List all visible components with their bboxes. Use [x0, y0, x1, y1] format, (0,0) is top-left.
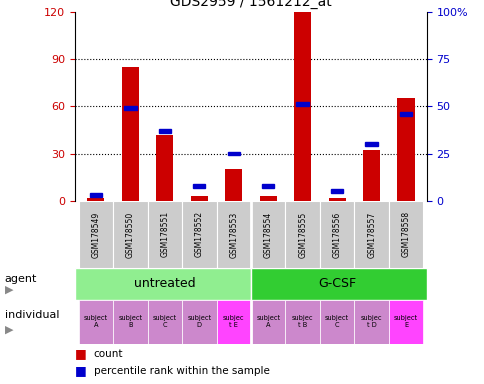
Text: GSM178558: GSM178558	[401, 211, 410, 258]
Text: ■: ■	[75, 348, 87, 361]
Bar	[330, 189, 343, 193]
Text: GSM178549: GSM178549	[91, 211, 100, 258]
Bar	[113, 201, 147, 268]
Text: subject
B: subject B	[118, 315, 142, 328]
Bar	[251, 201, 285, 268]
Bar	[261, 184, 274, 188]
Text: GSM178551: GSM178551	[160, 211, 169, 258]
Bar	[296, 102, 308, 106]
Bar	[78, 300, 113, 344]
Bar	[182, 201, 216, 268]
Bar	[397, 98, 414, 201]
Bar	[328, 198, 345, 201]
Text: G-CSF: G-CSF	[318, 277, 356, 290]
Text: GSM178550: GSM178550	[125, 211, 135, 258]
Text: untreated: untreated	[134, 277, 195, 290]
Bar	[124, 106, 136, 110]
Text: subjec
t E: subjec t E	[223, 315, 244, 328]
Text: ▶: ▶	[5, 285, 14, 295]
Bar	[319, 300, 354, 344]
Bar	[259, 196, 276, 201]
Text: subjec
t D: subjec t D	[360, 315, 381, 328]
Bar	[75, 268, 251, 300]
Text: GSM178555: GSM178555	[298, 211, 306, 258]
Text: GSM178554: GSM178554	[263, 211, 272, 258]
Bar	[319, 201, 354, 268]
Text: subjec
t B: subjec t B	[291, 315, 313, 328]
Bar	[227, 152, 240, 156]
Text: GSM178552: GSM178552	[195, 211, 203, 258]
Text: subject
A: subject A	[84, 315, 108, 328]
Bar	[285, 201, 319, 268]
Title: GDS2959 / 1561212_at: GDS2959 / 1561212_at	[170, 0, 331, 9]
Bar	[388, 201, 423, 268]
Bar	[90, 193, 102, 197]
Bar	[293, 12, 311, 201]
Bar	[190, 196, 208, 201]
Text: subject
A: subject A	[256, 315, 280, 328]
Text: subject
C: subject C	[324, 315, 348, 328]
Text: individual: individual	[5, 310, 59, 320]
Text: GSM178557: GSM178557	[366, 211, 376, 258]
Text: agent: agent	[5, 274, 37, 284]
Bar	[147, 201, 182, 268]
Bar	[182, 300, 216, 344]
Bar	[158, 129, 171, 133]
Bar	[251, 300, 285, 344]
Bar	[363, 151, 379, 201]
Bar	[87, 198, 104, 201]
Bar	[354, 201, 388, 268]
Bar	[285, 300, 319, 344]
Bar	[121, 67, 138, 201]
Bar	[399, 112, 411, 116]
Text: ■: ■	[75, 364, 87, 377]
Bar	[354, 300, 388, 344]
Bar	[251, 268, 426, 300]
Bar	[216, 300, 251, 344]
Bar	[225, 169, 242, 201]
Bar	[113, 300, 147, 344]
Text: count: count	[93, 349, 123, 359]
Text: subject
C: subject C	[152, 315, 177, 328]
Text: ▶: ▶	[5, 324, 14, 334]
Bar	[193, 184, 205, 188]
Bar	[216, 201, 251, 268]
Text: subject
D: subject D	[187, 315, 211, 328]
Text: subject
E: subject E	[393, 315, 417, 328]
Text: percentile rank within the sample: percentile rank within the sample	[93, 366, 269, 376]
Text: GSM178556: GSM178556	[332, 211, 341, 258]
Text: GSM178553: GSM178553	[229, 211, 238, 258]
Bar	[147, 300, 182, 344]
Bar	[156, 134, 173, 201]
Bar	[78, 201, 113, 268]
Bar	[388, 300, 423, 344]
Bar	[364, 142, 377, 146]
